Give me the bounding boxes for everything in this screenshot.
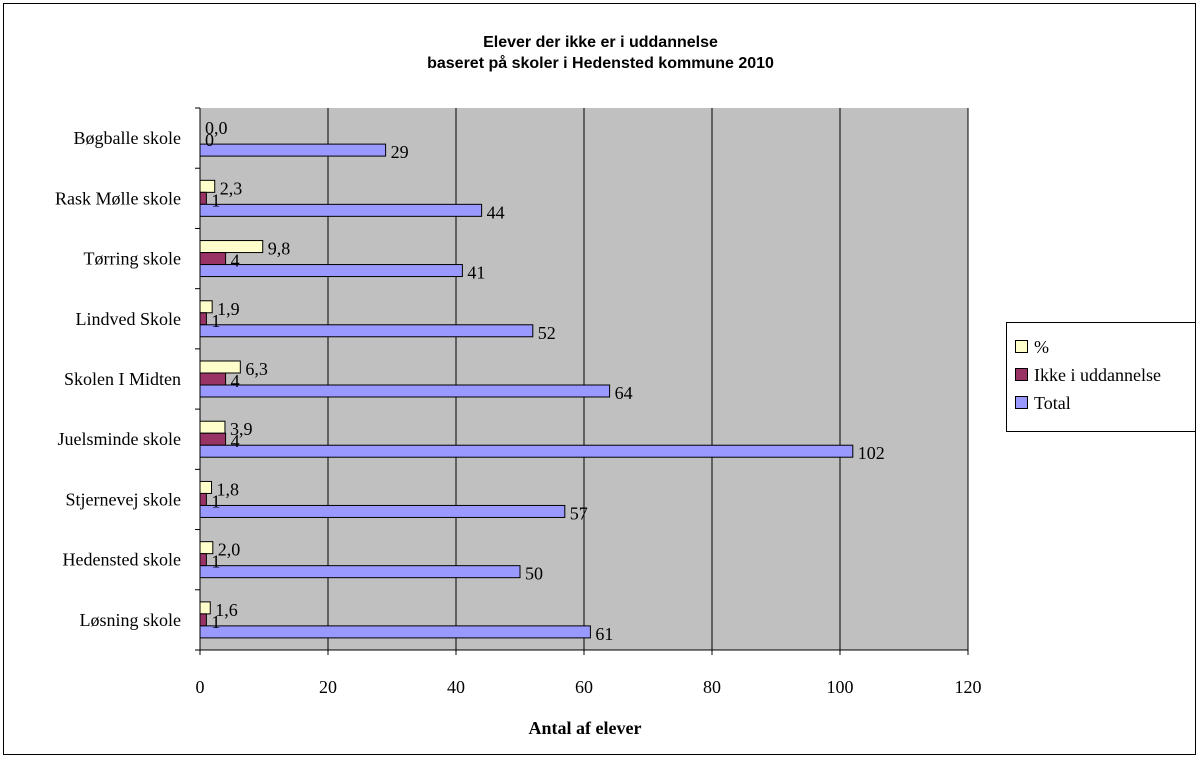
data-label: 41: [467, 263, 485, 283]
data-label: 4: [231, 251, 240, 271]
data-label: 1: [211, 190, 220, 210]
x-tick-label: 120: [955, 677, 982, 697]
x-tick-label: 60: [575, 677, 593, 697]
data-label: 0,0: [205, 118, 228, 138]
category-label: Hedensted skole: [63, 550, 181, 570]
data-label: 1: [211, 491, 220, 511]
bar: [199, 143, 387, 157]
data-label: 29: [391, 142, 409, 162]
bar: [199, 625, 591, 639]
data-label: 64: [615, 383, 633, 403]
category-label: Tørring skole: [84, 249, 181, 269]
x-axis-title: Antal af elever: [529, 718, 642, 738]
data-label: 3,9: [230, 419, 253, 439]
bar: [199, 312, 207, 326]
data-label: 9,8: [268, 239, 291, 259]
data-label: 6,3: [245, 359, 268, 379]
data-label: 52: [538, 323, 556, 343]
data-label: 1,8: [217, 479, 240, 499]
bar: [199, 504, 566, 518]
data-label: 50: [525, 564, 543, 584]
legend-label: Ikke i uddannelse: [1034, 365, 1161, 385]
bars: [199, 143, 854, 639]
bar: [199, 324, 534, 338]
bar: [199, 252, 227, 266]
bar: [199, 372, 227, 386]
data-label: 1,6: [215, 600, 238, 620]
data-label: 4: [231, 371, 240, 391]
legend-swatch: [1015, 340, 1028, 353]
bar: [199, 553, 207, 567]
category-label: Løsning skole: [80, 610, 182, 630]
x-tick-label: 40: [447, 677, 465, 697]
bar: [199, 203, 483, 217]
legend-swatch: [1015, 396, 1028, 409]
bar: [199, 191, 207, 205]
category-label: Lindved Skole: [76, 309, 182, 329]
data-label: 44: [487, 202, 505, 222]
legend-label: Total: [1034, 393, 1071, 413]
legend-label: %: [1034, 337, 1049, 357]
bar: [199, 565, 521, 579]
x-tick-label: 100: [827, 677, 854, 697]
category-label: Bøgballe skole: [74, 128, 181, 148]
bar: [199, 300, 213, 314]
bar: [199, 432, 227, 446]
data-label: 1: [211, 311, 220, 331]
legend-swatch: [1015, 368, 1028, 381]
bar: [199, 613, 207, 627]
data-label: 57: [570, 503, 588, 523]
data-label: 2,0: [218, 540, 241, 560]
legend-item: Total: [1015, 393, 1071, 413]
x-tick-label: 0: [196, 677, 205, 697]
data-label: 102: [858, 443, 885, 463]
data-label: 2,3: [220, 178, 243, 198]
bar: [199, 444, 854, 458]
category-label: Stjernevej skole: [66, 489, 181, 509]
category-label: Rask Mølle skole: [55, 188, 181, 208]
x-tick-label: 20: [319, 677, 337, 697]
data-label: 4: [231, 431, 240, 451]
data-label: 1,9: [217, 299, 240, 319]
bar: [199, 480, 213, 494]
gridlines: [327, 108, 969, 650]
axes: [195, 107, 969, 655]
bar: [199, 492, 207, 506]
legend-item: %: [1015, 337, 1049, 357]
category-label: Skolen I Midten: [64, 369, 181, 389]
data-label: 61: [595, 624, 613, 644]
bar: [199, 384, 611, 398]
data-label: 1: [211, 612, 220, 632]
x-tick-label: 80: [703, 677, 721, 697]
legend: % Ikke i uddannelse Total: [1006, 322, 1196, 432]
chart-title-line-1: Elever der ikke er i uddannelse: [483, 34, 718, 51]
data-label: 0: [205, 130, 214, 150]
bar: [199, 420, 226, 434]
category-label: Juelsminde skole: [58, 429, 182, 449]
data-label: 1: [211, 552, 220, 572]
legend-item: Ikke i uddannelse: [1015, 365, 1161, 385]
chart-title-line-2: baseret på skoler i Hedensted kommune 20…: [427, 55, 774, 72]
chart-title: Elever der ikke er i uddannelse baseret …: [4, 32, 1197, 74]
bar: [199, 601, 211, 615]
